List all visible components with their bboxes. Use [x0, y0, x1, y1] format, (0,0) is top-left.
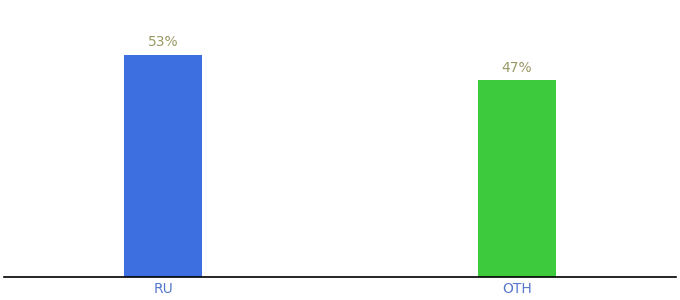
Text: 53%: 53%	[148, 35, 179, 50]
Bar	[124, 55, 202, 277]
Text: 47%: 47%	[501, 61, 532, 75]
Bar	[478, 80, 556, 277]
